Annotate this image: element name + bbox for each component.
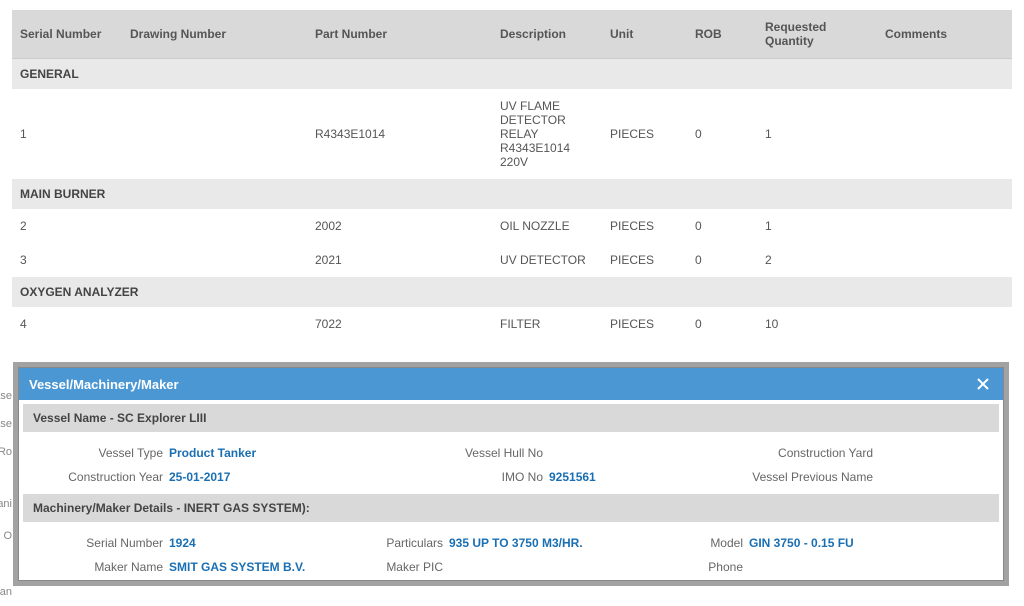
vessel-details: Vessel Type Product Tanker Vessel Hull N… — [19, 436, 1003, 490]
dialog-titlebar: Vessel/Machinery/Maker — [19, 368, 1003, 400]
cell-drawing — [122, 89, 307, 179]
cell-desc: FILTER — [492, 307, 602, 341]
table-group-row: MAIN BURNER — [12, 179, 1012, 209]
group-name: OXYGEN ANALYZER — [12, 277, 1012, 307]
vessel-dialog: Vessel/Machinery/Maker Vessel Name - SC … — [18, 367, 1004, 581]
vessel-hull-label: Vessel Hull No — [429, 446, 549, 460]
machinery-pic-label: Maker PIC — [349, 560, 449, 574]
machinery-maker-label: Maker Name — [29, 560, 169, 574]
machinery-details: Serial Number 1924 Particulars 935 UP TO… — [19, 526, 1003, 580]
machinery-particulars-label: Particulars — [349, 536, 449, 550]
cell-serial: 4 — [12, 307, 122, 341]
cell-part: 2002 — [307, 209, 492, 243]
cell-comments — [877, 89, 1012, 179]
cell-part: 2021 — [307, 243, 492, 277]
machinery-model-value: GIN 3750 - 0.15 FU — [749, 536, 993, 550]
cell-serial: 3 — [12, 243, 122, 277]
machinery-maker-value: SMIT GAS SYSTEM B.V. — [169, 560, 349, 574]
machinery-section-header: Machinery/Maker Details - INERT GAS SYST… — [23, 494, 999, 522]
cell-rob: 0 — [687, 209, 757, 243]
cell-desc: OIL NOZZLE — [492, 209, 602, 243]
cell-reqqty: 2 — [757, 243, 877, 277]
table-row[interactable]: 1 R4343E1014UV FLAME DETECTOR RELAY R4343… — [12, 89, 1012, 179]
cell-rob: 0 — [687, 89, 757, 179]
group-name: GENERAL — [12, 59, 1012, 90]
machinery-particulars-value: 935 UP TO 3750 M3/HR. — [449, 536, 649, 550]
vessel-type-value: Product Tanker — [169, 446, 429, 460]
table-row[interactable]: 4 7022FILTERPIECES010 — [12, 307, 1012, 341]
cell-rob: 0 — [687, 307, 757, 341]
vessel-year-value: 25-01-2017 — [169, 470, 429, 484]
cell-drawing — [122, 307, 307, 341]
parts-table: Serial Number Drawing Number Part Number… — [12, 10, 1012, 341]
cell-desc: UV DETECTOR — [492, 243, 602, 277]
col-desc[interactable]: Description — [492, 10, 602, 59]
machinery-phone-label: Phone — [649, 560, 749, 574]
parts-table-wrap: Serial Number Drawing Number Part Number… — [0, 0, 1024, 341]
vessel-yard-label: Construction Yard — [729, 446, 879, 460]
cell-drawing — [122, 209, 307, 243]
col-comments[interactable]: Comments — [877, 10, 1012, 59]
group-name: MAIN BURNER — [12, 179, 1012, 209]
table-group-row: OXYGEN ANALYZER — [12, 277, 1012, 307]
cell-rob: 0 — [687, 243, 757, 277]
dialog-title-text: Vessel/Machinery/Maker — [29, 377, 179, 392]
cell-unit: PIECES — [602, 307, 687, 341]
cell-unit: PIECES — [602, 209, 687, 243]
cell-reqqty: 10 — [757, 307, 877, 341]
col-unit[interactable]: Unit — [602, 10, 687, 59]
col-rob[interactable]: ROB — [687, 10, 757, 59]
vessel-imo-value: 9251561 — [549, 470, 729, 484]
cell-drawing — [122, 243, 307, 277]
cell-comments — [877, 307, 1012, 341]
cell-comments — [877, 209, 1012, 243]
close-icon[interactable] — [973, 374, 993, 394]
vessel-type-label: Vessel Type — [29, 446, 169, 460]
table-group-row: GENERAL — [12, 59, 1012, 90]
vessel-prev-label: Vessel Previous Name — [729, 470, 879, 484]
col-reqqty[interactable]: Requested Quantity — [757, 10, 877, 59]
cell-comments — [877, 243, 1012, 277]
cell-part: 7022 — [307, 307, 492, 341]
cell-unit: PIECES — [602, 89, 687, 179]
machinery-serial-value: 1924 — [169, 536, 349, 550]
col-part[interactable]: Part Number — [307, 10, 492, 59]
cell-part: R4343E1014 — [307, 89, 492, 179]
cell-reqqty: 1 — [757, 89, 877, 179]
cell-serial: 2 — [12, 209, 122, 243]
vessel-imo-label: IMO No — [429, 470, 549, 484]
table-row[interactable]: 2 2002OIL NOZZLEPIECES01 — [12, 209, 1012, 243]
table-header-row: Serial Number Drawing Number Part Number… — [12, 10, 1012, 59]
cell-desc: UV FLAME DETECTOR RELAY R4343E1014 220V — [492, 89, 602, 179]
machinery-serial-label: Serial Number — [29, 536, 169, 550]
cell-unit: PIECES — [602, 243, 687, 277]
machinery-model-label: Model — [649, 536, 749, 550]
cell-reqqty: 1 — [757, 209, 877, 243]
cell-serial: 1 — [12, 89, 122, 179]
col-serial[interactable]: Serial Number — [12, 10, 122, 59]
col-drawing[interactable]: Drawing Number — [122, 10, 307, 59]
table-row[interactable]: 3 2021UV DETECTORPIECES02 — [12, 243, 1012, 277]
vessel-section-header: Vessel Name - SC Explorer LIII — [23, 404, 999, 432]
vessel-year-label: Construction Year — [29, 470, 169, 484]
